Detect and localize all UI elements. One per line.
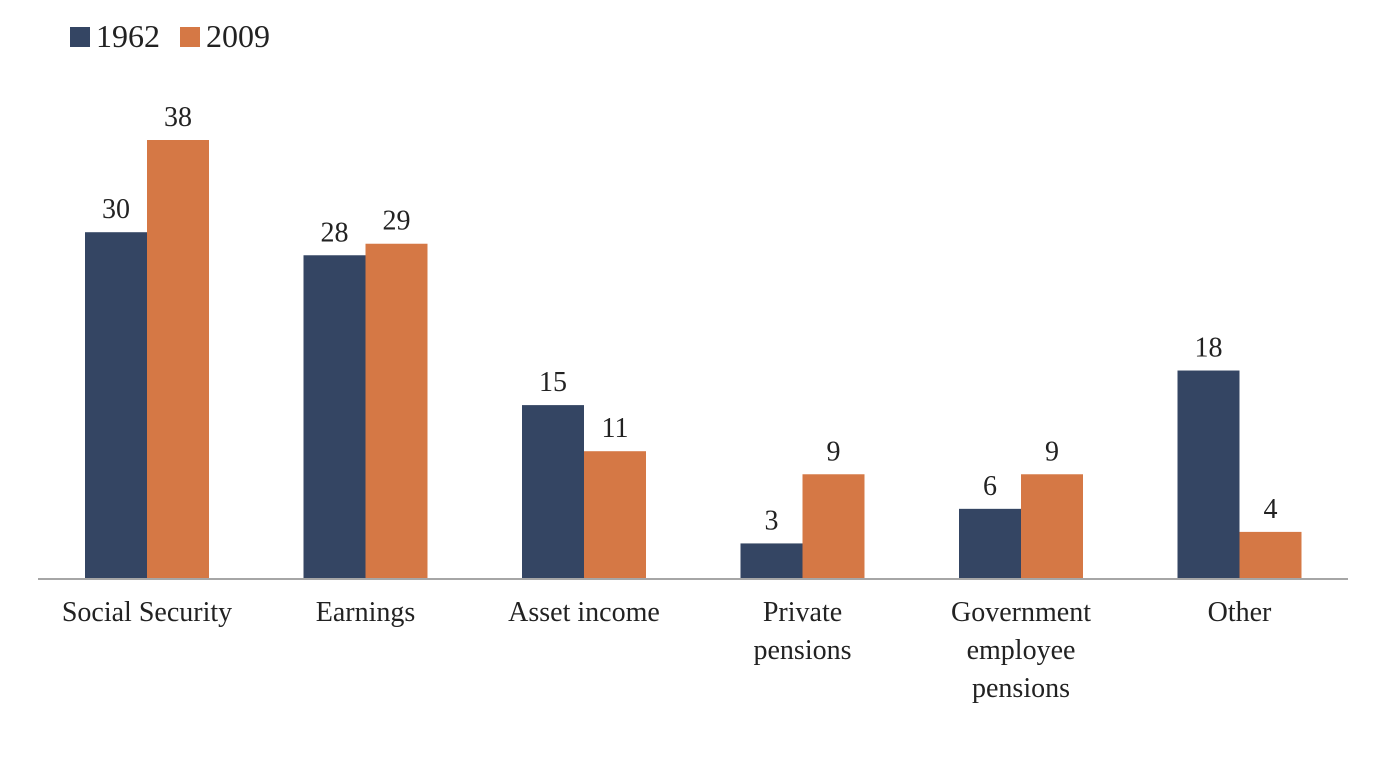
legend-item-2009: 2009	[180, 18, 270, 55]
category-label-other: Other	[1207, 597, 1272, 628]
data-label-social-security-1962: 30	[102, 194, 130, 225]
data-label-other-2009: 4	[1264, 494, 1278, 525]
data-label-other-1962: 18	[1195, 333, 1223, 364]
bar-private-pensions-1962	[740, 543, 803, 578]
data-label-private-pensions-2009: 9	[827, 436, 841, 467]
bar-other-2009	[1239, 531, 1302, 578]
category-label-asset-income: Asset income	[508, 597, 660, 628]
legend-label-2009: 2009	[206, 18, 270, 54]
data-label-asset-income-2009: 11	[602, 413, 629, 444]
bar-private-pensions-2009	[802, 474, 865, 578]
data-label-earnings-2009: 29	[383, 206, 411, 237]
data-label-earnings-1962: 28	[321, 217, 349, 248]
category-label-government-employee-pensions: Government employee pensions	[951, 597, 1091, 704]
category-label-private-pensions: Private pensions	[753, 597, 852, 666]
bar-social-security-1962	[85, 232, 147, 579]
bar-earnings-2009	[365, 243, 428, 578]
category-label-earnings: Earnings	[315, 597, 416, 628]
bar-earnings-1962	[303, 255, 366, 578]
legend-label-1962: 1962	[96, 18, 160, 54]
data-label-government-employee-pensions-1962: 6	[983, 471, 997, 502]
bar-other-1962	[1177, 370, 1240, 578]
legend-swatch-1962	[70, 26, 90, 47]
bar-government-employee-pensions-1962	[959, 508, 1021, 578]
category-label-social-security: Social Security	[61, 597, 233, 628]
bar-asset-income-1962	[522, 405, 584, 578]
data-label-private-pensions-1962: 3	[765, 505, 779, 536]
legend-item-1962: 1962	[70, 18, 160, 55]
bar-government-employee-pensions-2009	[1021, 474, 1083, 578]
legend-swatch-2009	[180, 26, 200, 47]
legend: 1962 2009	[70, 18, 270, 55]
bar-asset-income-2009	[584, 451, 646, 578]
data-label-asset-income-1962: 15	[539, 367, 567, 398]
data-label-government-employee-pensions-2009: 9	[1045, 436, 1059, 467]
data-label-social-security-2009: 38	[164, 102, 192, 133]
bar-social-security-2009	[147, 140, 209, 578]
